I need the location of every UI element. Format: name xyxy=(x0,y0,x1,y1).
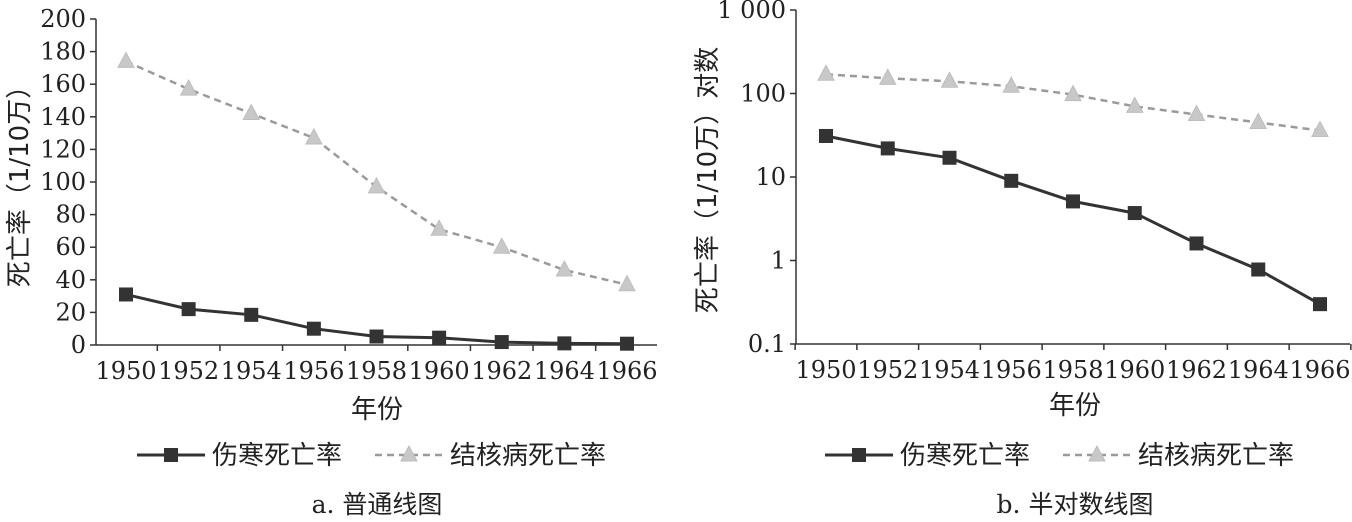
chart-a-x-tick-label: 1960 xyxy=(409,357,470,385)
chart-a-y-tick-label: 20 xyxy=(55,298,86,326)
chart-b-x-tick-label: 1950 xyxy=(795,356,856,384)
chart-a-typhoid-point xyxy=(181,302,196,317)
chart-a-x-tick-label: 1950 xyxy=(95,357,156,385)
chart-a-typhoid-point xyxy=(557,336,572,351)
chart-a-tb-point xyxy=(242,103,261,121)
chart-b-typhoid-point xyxy=(1251,262,1266,277)
chart-b-tb-point xyxy=(1311,120,1329,138)
chart-b-series-typhoid-line xyxy=(825,134,1321,306)
chart-a-legend-typhoid-marker xyxy=(164,448,178,462)
chart-a-legend: 伤寒死亡率 结核病死亡率 xyxy=(137,441,606,471)
chart-a-tb-point xyxy=(618,274,636,292)
chart-b-x-tick-label: 1954 xyxy=(919,356,980,384)
chart-a-x-tick-label: 1966 xyxy=(596,357,657,385)
chart-b-tb-point xyxy=(1187,104,1206,122)
chart-b-tb-point xyxy=(817,64,835,81)
chart-a-tb-point xyxy=(555,259,574,277)
chart-a-y-tick-label: 140 xyxy=(40,103,86,131)
chart-a-y-tick-label: 160 xyxy=(40,70,86,98)
chart-a-tb-point xyxy=(492,237,511,254)
chart-a-xlabel: 年份 xyxy=(351,395,403,425)
chart-a-y-tick-label: 0 xyxy=(71,331,86,359)
chart-b-y-tick-label: 100 xyxy=(740,80,786,108)
chart-a-y-tick-label: 60 xyxy=(55,233,86,261)
chart-b-y-tick-label: 10 xyxy=(755,163,786,191)
chart-a-y-tick-label: 80 xyxy=(55,201,86,229)
chart-a-x-tick-label: 1954 xyxy=(221,357,282,385)
chart-b-typhoid-point xyxy=(1313,297,1327,312)
chart-a-x-tick-label: 1962 xyxy=(471,357,532,385)
chart-b-series-tb-line xyxy=(825,73,1321,132)
chart-a-ylabel: 死亡率（1/10万） xyxy=(5,73,35,287)
chart-a-y-tick-label: 200 xyxy=(40,5,86,33)
chart-a-typhoid-point xyxy=(119,287,133,302)
chart-a-y-tick-label: 40 xyxy=(55,266,86,294)
chart-b-x-tick-label: 1966 xyxy=(1289,356,1350,384)
chart-b-tb-point xyxy=(940,71,959,88)
chart-a-typhoid-point xyxy=(620,336,634,351)
chart-b-legend-tb-label: 结核病死亡率 xyxy=(1138,441,1294,471)
chart-b-legend: 伤寒死亡率 结核病死亡率 xyxy=(825,441,1294,471)
chart-b-legend-tb-marker xyxy=(1088,444,1106,462)
chart-b-x-tick-label: 1952 xyxy=(857,356,918,384)
chart-b-typhoid-point xyxy=(880,141,895,156)
chart-b-typhoid-point xyxy=(1066,194,1080,209)
chart-a-x-tick-label: 1964 xyxy=(534,357,595,385)
chart-b-x-tick-label: 1960 xyxy=(1104,356,1165,384)
chart-b-tb-point xyxy=(1064,84,1082,102)
chart-a-typhoid-point xyxy=(494,335,509,350)
chart-b-ylabel: 死亡率（1/10万）对数 xyxy=(693,47,723,313)
chart-a-tb-point xyxy=(305,127,323,145)
chart-a-legend-tb-label: 结核病死亡率 xyxy=(450,441,606,471)
chart-b-legend-typhoid-label: 伤寒死亡率 xyxy=(900,441,1030,471)
chart-b-tb-point xyxy=(1125,96,1144,113)
chart-b-y-tick-label: 0.1 xyxy=(748,330,786,358)
chart-a-y-tick-label: 180 xyxy=(40,38,86,66)
chart-a-typhoid-point xyxy=(432,330,447,345)
chart-a-y-tick-label: 100 xyxy=(40,168,86,196)
chart-a-x-tick-label: 1958 xyxy=(346,357,407,385)
chart-a-x-tick-label: 1956 xyxy=(283,357,344,385)
chart-b-xlabel: 年份 xyxy=(1049,391,1101,421)
chart-b-x-tick-label: 1962 xyxy=(1166,356,1227,384)
chart-b-x-tick-label: 1956 xyxy=(981,356,1042,384)
chart-a-series-tb-line xyxy=(125,60,628,286)
chart-b-tb-point xyxy=(1249,112,1268,129)
chart-b-typhoid-point xyxy=(1189,236,1204,251)
chart-b-x-tick-label: 1958 xyxy=(1042,356,1103,384)
chart-b-typhoid-point xyxy=(819,128,833,143)
chart-a-tb-point xyxy=(367,176,386,194)
chart-b-y-tick-label: 1 000 xyxy=(717,0,786,24)
chart-b-tb-point xyxy=(878,68,897,85)
chart-a-typhoid-point xyxy=(244,307,259,322)
chart-a-typhoid-point xyxy=(306,321,321,336)
chart-a-legend-tb-marker xyxy=(400,444,418,462)
chart-a-typhoid-point xyxy=(369,329,384,344)
chart-a-tb-point xyxy=(179,79,198,96)
chart-a-x-tick-label: 1952 xyxy=(158,357,219,385)
chart-b-typhoid-point xyxy=(1004,173,1019,188)
chart-a-caption: a. 普通线图 xyxy=(312,490,443,519)
chart-a-tb-point xyxy=(117,51,135,68)
chart-a-y-tick-label: 120 xyxy=(40,135,86,163)
chart-a-legend-typhoid-label: 伤寒死亡率 xyxy=(212,441,342,471)
chart-a-tb-point xyxy=(430,219,448,236)
chart-b-typhoid-point xyxy=(1127,206,1142,221)
chart-b-typhoid-point xyxy=(942,150,957,165)
chart-b-caption: b. 半对数线图 xyxy=(997,490,1154,519)
chart-b-y-tick-label: 1 xyxy=(771,247,786,275)
chart-b-x-tick-label: 1964 xyxy=(1228,356,1289,384)
chart-b-legend-typhoid-marker xyxy=(852,448,866,462)
chart-b-tb-point xyxy=(1002,76,1021,93)
